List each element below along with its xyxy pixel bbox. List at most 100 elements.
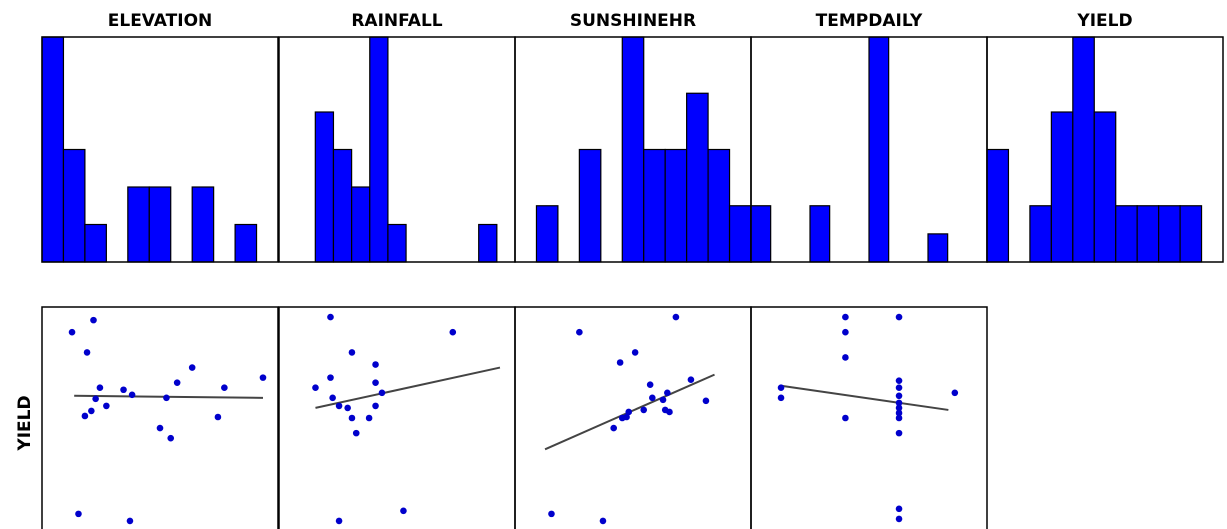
scatter-point <box>75 510 82 518</box>
scatter-point <box>895 392 903 400</box>
scatter-point <box>895 384 903 392</box>
histogram-bar <box>369 36 389 263</box>
panel-frame <box>750 306 988 529</box>
scatter-point <box>895 515 903 523</box>
scatter-point <box>702 397 710 405</box>
histogram-sunshinehr: SUNSHINEHR <box>514 11 752 263</box>
scatter-point <box>173 379 181 386</box>
histogram-bar <box>234 223 258 263</box>
scatter-point <box>214 413 222 421</box>
histogram-bar <box>41 36 65 263</box>
histogram-bar <box>351 186 371 263</box>
scatter-point <box>610 424 617 432</box>
histogram-bar <box>1136 205 1160 263</box>
scatter-point <box>329 394 336 402</box>
scatter-point <box>449 328 457 336</box>
scatter-point <box>672 313 680 321</box>
scatter-point <box>616 359 624 366</box>
histogram-bar <box>1029 205 1052 263</box>
scatter-point <box>842 354 849 361</box>
histogram-bar <box>707 148 731 263</box>
histogram-bar <box>1093 111 1117 263</box>
histogram-bar <box>148 186 172 263</box>
histogram-bar <box>868 36 890 263</box>
scatter-point <box>372 402 379 410</box>
scatter-point <box>259 374 267 381</box>
histogram-bar <box>1115 205 1138 263</box>
histogram-bar <box>1179 205 1203 263</box>
scatter-point <box>895 377 903 384</box>
scatter-point <box>548 510 555 518</box>
scatter-point <box>81 412 89 420</box>
scatter-point <box>90 316 97 324</box>
scatter-point <box>68 328 76 336</box>
scatter-point <box>312 384 319 392</box>
scatter-point <box>83 349 91 356</box>
histogram-bar <box>728 205 752 263</box>
scatter-point <box>895 399 903 407</box>
panel-frame <box>986 36 1224 263</box>
scatter-point <box>378 389 386 397</box>
scatter-point <box>951 389 959 397</box>
column-title: RAINFALL <box>351 11 442 31</box>
histogram-bar <box>927 233 949 263</box>
scatter-point <box>221 384 228 392</box>
histogram-bar <box>578 148 602 263</box>
scatter-point <box>895 505 903 513</box>
histogram-bar <box>84 223 107 263</box>
panel-frame <box>514 306 752 529</box>
scatter-point <box>188 364 196 371</box>
histogram-rainfall: RAINFALL <box>278 11 516 263</box>
scatter-point <box>646 381 654 389</box>
scatter-point <box>777 394 785 402</box>
scatter-point <box>372 379 379 386</box>
y-axis-label: YIELD <box>15 395 35 451</box>
scatter-point <box>327 313 334 321</box>
column-title: ELEVATION <box>108 11 213 31</box>
scatter-point <box>335 402 343 410</box>
histogram-bar <box>478 223 498 263</box>
scatter-panel-3 <box>514 306 752 529</box>
scatter-point <box>400 507 407 515</box>
scatter-point <box>103 402 110 410</box>
scatter-point <box>128 391 136 399</box>
histogram-bar <box>686 92 709 263</box>
scatter-point <box>618 414 626 422</box>
regression-line <box>780 384 949 411</box>
scatter-point <box>335 517 343 525</box>
histogram-bar <box>643 148 666 263</box>
scatter-point <box>167 434 175 442</box>
scatter-point <box>631 349 639 356</box>
scatter-point <box>372 361 379 368</box>
histogram-bar <box>750 205 772 263</box>
scatter-point <box>842 313 849 321</box>
scatter-point <box>344 404 351 412</box>
scatter-point <box>649 394 656 402</box>
scatter-point <box>163 394 170 402</box>
histogram-bar <box>986 148 1010 263</box>
scatter-panel-4 <box>750 306 988 529</box>
scatter-point <box>777 384 785 392</box>
histogram-tempdaily: TEMPDAILY <box>750 11 988 263</box>
scatter-point <box>842 328 849 336</box>
scatter-point <box>659 396 667 404</box>
scatter-point <box>348 349 356 356</box>
histogram-bar <box>535 205 559 263</box>
scatter-panel-1 <box>41 306 279 529</box>
column-title: YIELD <box>1076 11 1132 31</box>
scatter-point <box>327 374 334 381</box>
scatter-point <box>625 408 633 416</box>
scatter-point <box>666 408 673 416</box>
scatter-point <box>842 414 849 422</box>
scatter-row <box>41 306 988 529</box>
scatter-panel-2 <box>278 306 516 529</box>
regression-line <box>315 366 501 409</box>
panel-frame <box>41 36 279 263</box>
scatter-point <box>895 404 903 412</box>
scatter-point <box>120 386 127 394</box>
scatter-point <box>599 517 607 525</box>
scatter-point <box>895 429 903 437</box>
scatter-point <box>640 406 648 414</box>
scatter-point <box>895 313 903 321</box>
